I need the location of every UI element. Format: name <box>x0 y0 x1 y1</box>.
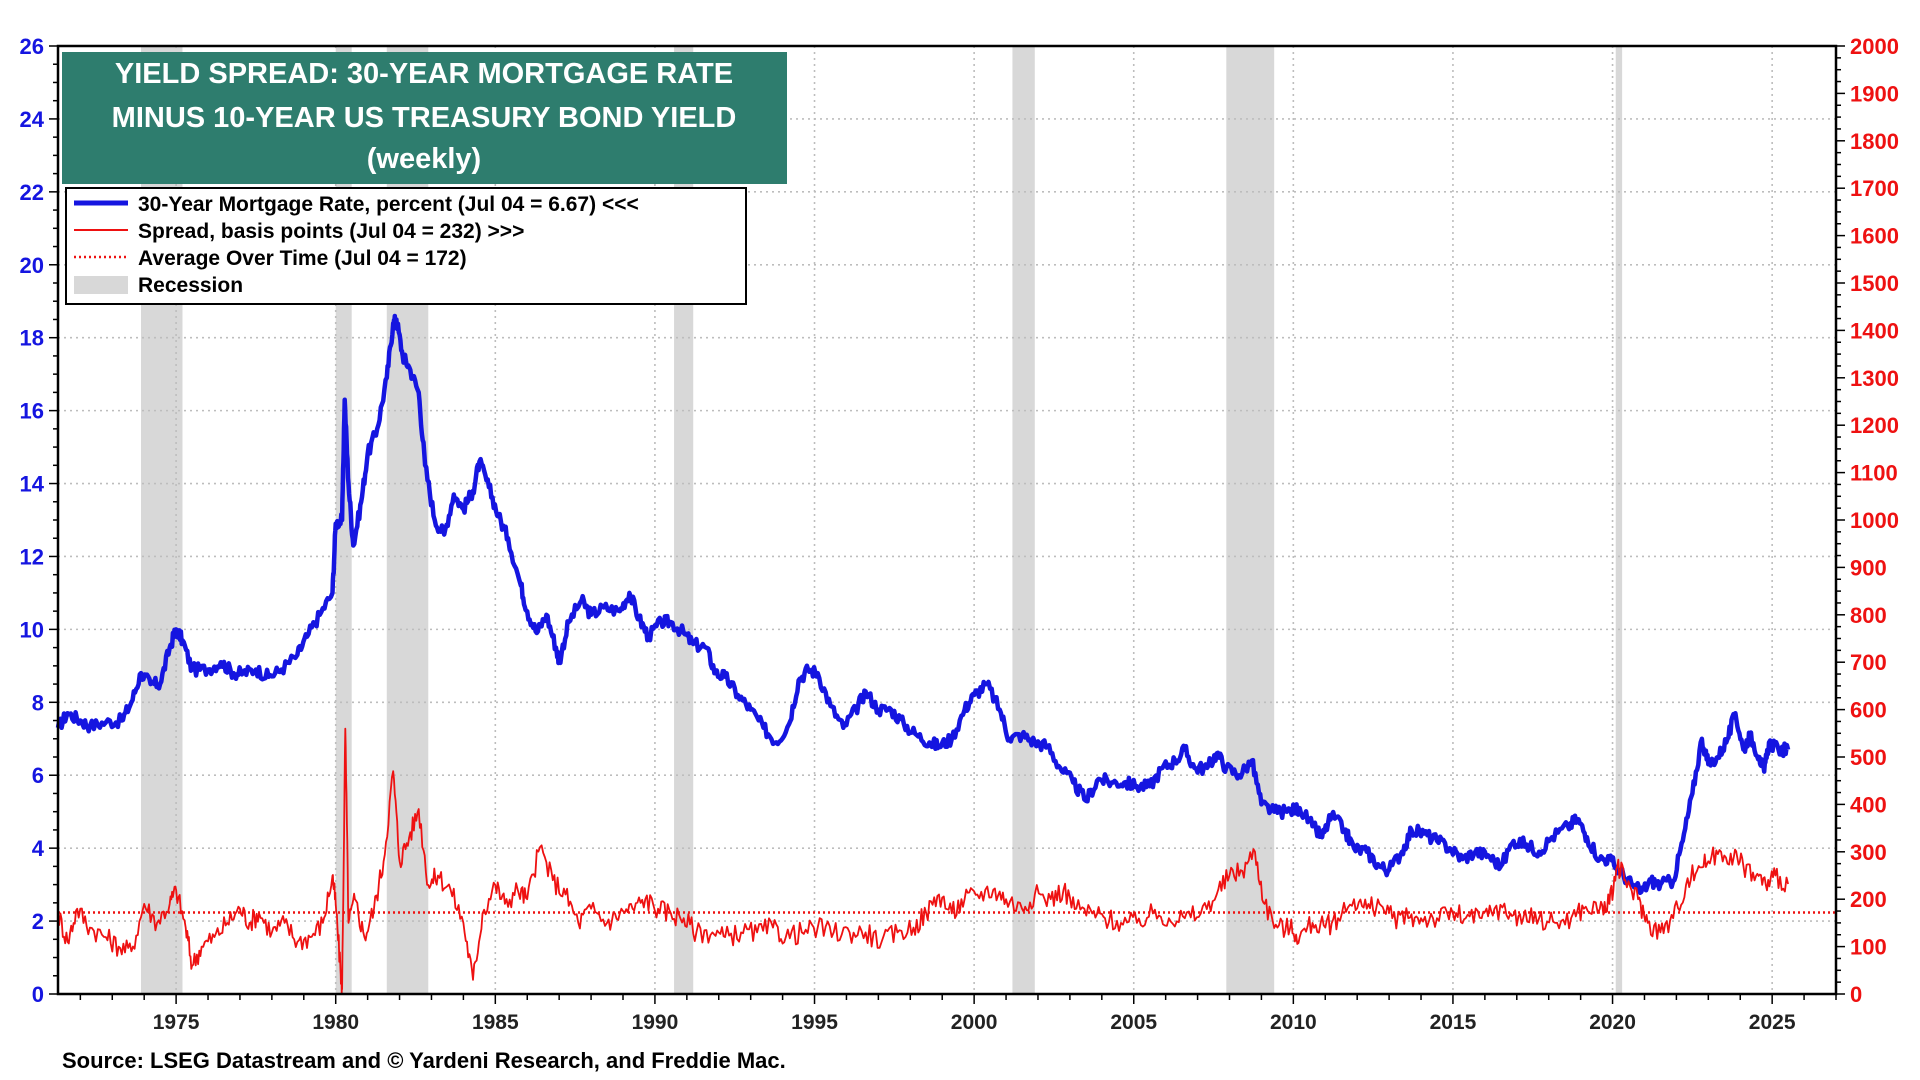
legend-label-mortgage: 30-Year Mortgage Rate, percent (Jul 04 =… <box>138 193 639 216</box>
x-tick-label: 1975 <box>153 1011 200 1034</box>
recession-band-5 <box>1226 46 1275 994</box>
right-tick-label: 300 <box>1850 840 1887 865</box>
left-tick-label: 22 <box>20 180 44 205</box>
left-tick-label: 8 <box>32 690 44 715</box>
legend-label-average: Average Over Time (Jul 04 = 172) <box>138 247 467 270</box>
right-tick-label: 1600 <box>1850 224 1899 249</box>
recession-band-4 <box>1012 46 1035 994</box>
x-tick-label: 2000 <box>951 1011 998 1034</box>
right-tick-label: 2000 <box>1850 34 1899 59</box>
x-tick-label: 2010 <box>1270 1011 1317 1034</box>
right-tick-label: 1800 <box>1850 129 1899 154</box>
left-tick-label: 20 <box>20 253 44 278</box>
legend: 30-Year Mortgage Rate, percent (Jul 04 =… <box>65 187 747 305</box>
legend-label-spread: Spread, basis points (Jul 04 = 232) >>> <box>138 220 524 243</box>
x-tick-label: 2015 <box>1430 1011 1477 1034</box>
right-tick-label: 900 <box>1850 555 1887 580</box>
title-line-2: MINUS 10-YEAR US TREASURY BOND YIELD <box>112 102 737 134</box>
left-tick-label: 12 <box>20 544 44 569</box>
right-tick-label: 1700 <box>1850 176 1899 201</box>
series-line-spread <box>57 727 1789 995</box>
x-tick-label: 1990 <box>632 1011 679 1034</box>
right-tick-label: 700 <box>1850 650 1887 675</box>
left-tick-label: 24 <box>20 107 45 132</box>
x-tick-label: 2005 <box>1110 1011 1157 1034</box>
right-tick-label: 1300 <box>1850 366 1899 391</box>
right-tick-label: 0 <box>1850 982 1862 1007</box>
left-tick-label: 0 <box>32 982 44 1007</box>
x-tick-label: 1995 <box>791 1011 838 1034</box>
right-tick-label: 200 <box>1850 887 1887 912</box>
source-note: Source: LSEG Datastream and © Yardeni Re… <box>62 1048 786 1073</box>
x-tick-label: 2025 <box>1749 1011 1796 1034</box>
legend-label-recession: Recession <box>138 274 243 297</box>
right-tick-label: 1100 <box>1850 461 1898 486</box>
title-box: YIELD SPREAD: 30-YEAR MORTGAGE RATE MINU… <box>62 52 787 184</box>
right-tick-label: 1500 <box>1850 271 1899 296</box>
left-tick-label: 4 <box>32 836 45 861</box>
left-tick-label: 6 <box>32 763 44 788</box>
recession-band-6 <box>1615 46 1623 994</box>
left-tick-label: 18 <box>20 326 44 351</box>
right-tick-label: 100 <box>1850 935 1887 960</box>
axes: 0246810121416182022242601002003004005006… <box>20 34 1899 1034</box>
title-line-3: (weekly) <box>367 143 481 175</box>
right-tick-label: 1000 <box>1850 508 1899 533</box>
series-line-mortgage-rate <box>55 313 1791 896</box>
right-tick-label: 400 <box>1850 792 1887 817</box>
right-tick-label: 1200 <box>1850 413 1899 438</box>
x-tick-label: 2020 <box>1589 1011 1636 1034</box>
x-tick-label: 1985 <box>472 1011 519 1034</box>
right-tick-label: 1900 <box>1850 81 1899 106</box>
right-tick-label: 800 <box>1850 603 1887 628</box>
legend-swatch-recession <box>74 276 128 294</box>
x-tick-label: 1980 <box>312 1011 359 1034</box>
left-tick-label: 14 <box>20 472 45 497</box>
right-tick-label: 500 <box>1850 745 1887 770</box>
series-lines <box>55 313 1791 995</box>
left-tick-label: 16 <box>20 399 44 424</box>
right-tick-label: 1400 <box>1850 318 1899 343</box>
left-tick-label: 26 <box>20 34 44 59</box>
title-line-1: YIELD SPREAD: 30-YEAR MORTGAGE RATE <box>115 58 733 90</box>
right-tick-label: 600 <box>1850 698 1887 723</box>
left-tick-label: 2 <box>32 909 44 934</box>
left-tick-label: 10 <box>20 617 44 642</box>
